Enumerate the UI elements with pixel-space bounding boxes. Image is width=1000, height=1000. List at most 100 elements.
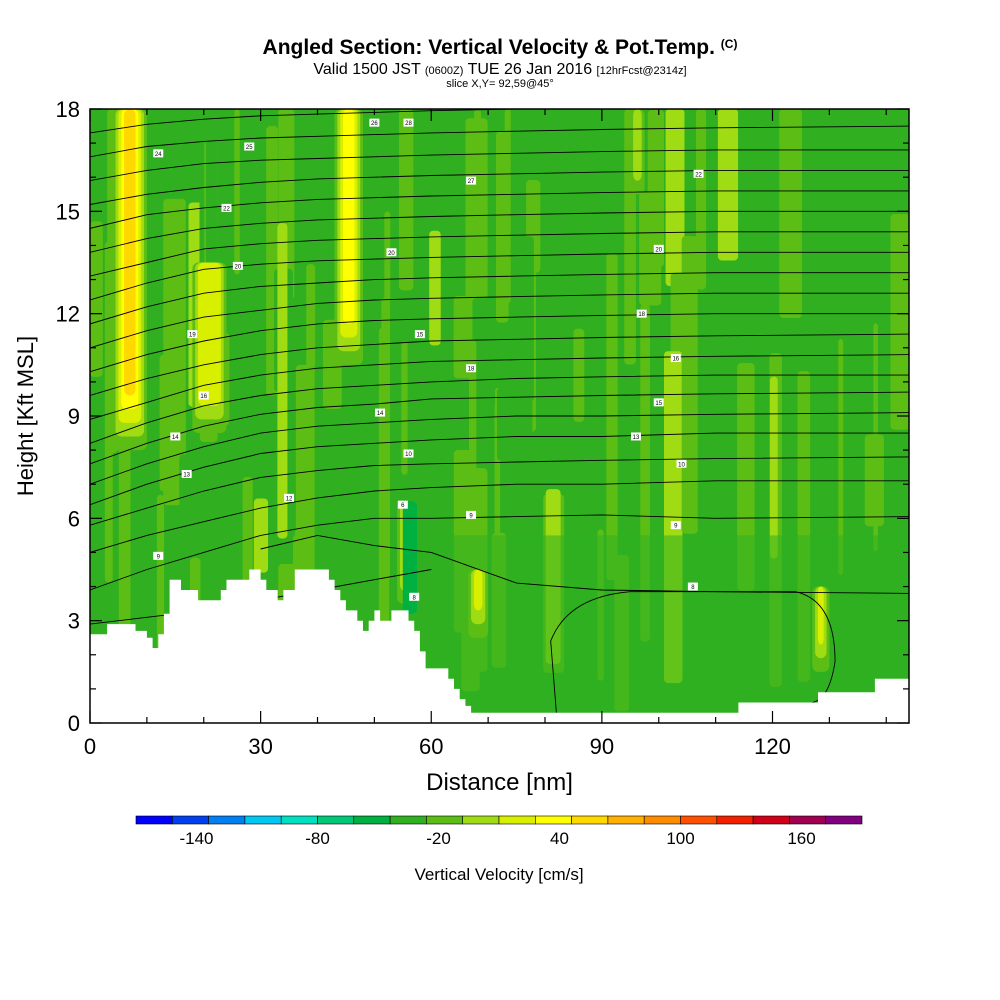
velocity-streak — [234, 109, 240, 275]
theta-contour — [90, 210, 909, 253]
colorbar-swatch — [280, 815, 318, 825]
x-axis-label: Distance [nm] — [426, 769, 573, 796]
velocity-streak — [779, 109, 802, 318]
velocity-field: 24 25 22 20 19 16 14 13 12 9 20 15 14 10 6 18 9 28 27 20 18 1… — [90, 109, 909, 723]
theta-contour — [90, 125, 909, 158]
colorbar-label: Vertical Velocity [cm/s] — [414, 865, 583, 884]
velocity-streak — [378, 327, 390, 647]
contour-label-bg — [653, 244, 664, 253]
colorbar-tick-label: -140 — [179, 829, 213, 848]
theta-contour — [90, 231, 909, 277]
contour-label-bg — [375, 408, 386, 417]
y-tick-label: 6 — [68, 506, 80, 531]
colorbar-swatch — [752, 815, 790, 825]
theta-contour — [90, 412, 909, 485]
chart-title-text: Angled Section: Vertical Velocity & Pot.… — [262, 36, 715, 59]
chart-title: Angled Section: Vertical Velocity & Pot.… — [0, 36, 1000, 60]
updraft-core — [124, 109, 136, 396]
terrain — [90, 569, 909, 723]
y-tick-label: 0 — [68, 711, 80, 736]
contour-label: 14 — [172, 435, 179, 441]
contour-label-bg — [676, 459, 687, 468]
contour-label: 16 — [672, 357, 679, 363]
y-tick-label: 3 — [68, 609, 80, 634]
colorbar-swatch — [353, 815, 391, 825]
utc-time: (0600Z) — [424, 65, 464, 77]
y-tick-label: 9 — [68, 404, 80, 429]
velocity-streak — [384, 211, 391, 303]
theta-contour — [90, 456, 909, 526]
x-tick-label: 30 — [248, 734, 272, 759]
theta-contour — [90, 374, 909, 444]
contour-label: 13 — [183, 472, 190, 478]
contour-label: 22 — [223, 206, 230, 212]
contour-label-bg — [221, 203, 232, 212]
velocity-streak — [179, 454, 193, 525]
downdraft-core — [192, 109, 221, 144]
contour-label-bg — [284, 493, 295, 502]
velocity-streak — [465, 118, 488, 300]
velocity-streak — [156, 494, 165, 653]
chart-title-tag: (C) — [720, 37, 738, 51]
theta-contour — [550, 591, 836, 713]
velocity-streak — [376, 147, 383, 281]
velocity-streak — [277, 223, 288, 539]
colorbar-swatch — [172, 815, 209, 825]
contour-label: 15 — [417, 333, 424, 339]
velocity-streak — [468, 339, 477, 493]
colorbar-swatch — [643, 815, 681, 825]
contour-label-bg — [403, 449, 414, 458]
contour-label: 16 — [200, 394, 207, 400]
contour-label-bg — [153, 149, 164, 158]
contour-label-bg — [369, 118, 380, 127]
chart-subtitle: Valid 1500 JST (0600Z) TUE 26 Jan 2016 [… — [0, 61, 1000, 79]
contour-label: 18 — [468, 367, 475, 373]
contour-label: 26 — [371, 121, 378, 127]
theta-contour — [90, 354, 909, 420]
theta-contour — [90, 480, 909, 553]
contour-label: 6 — [401, 503, 405, 509]
theta-contour — [90, 272, 909, 325]
contour-label-bg — [670, 354, 681, 363]
contour-label-bg — [181, 469, 192, 478]
velocity-streak — [573, 328, 585, 422]
contour-label: 9 — [674, 524, 678, 530]
colorbar-swatch — [389, 815, 427, 825]
contour-label-bg — [170, 432, 181, 441]
colorbar-swatch — [462, 815, 500, 825]
colorbar-swatch — [135, 815, 173, 825]
velocity-streak — [717, 109, 739, 261]
contour-label-bg — [631, 432, 641, 441]
forecast-info: [12hrFcst@2314z] — [596, 65, 687, 77]
velocity-streak — [472, 298, 495, 409]
velocity-streak — [737, 363, 755, 592]
contour-label-bg — [397, 500, 408, 509]
theta-contour — [90, 251, 909, 301]
contour-label-bg — [414, 330, 425, 339]
contour-label: 14 — [377, 411, 384, 417]
contour-label-bg — [403, 118, 414, 127]
contour-label: 15 — [655, 401, 662, 407]
contour-label: 28 — [405, 121, 412, 127]
velocity-streak — [90, 221, 103, 377]
velocity-streak — [769, 376, 778, 559]
colorbar-swatch — [534, 815, 572, 825]
velocity-streak — [606, 253, 618, 581]
colorbar-swatch — [317, 815, 355, 825]
theta-contour — [90, 149, 909, 182]
contour-label-bg — [409, 592, 420, 601]
velocity-streak — [429, 230, 441, 346]
downdraft-core — [402, 501, 418, 614]
velocity-streak — [838, 338, 844, 576]
colorbar-swatch — [789, 815, 827, 825]
colorbar-swatch — [571, 815, 609, 825]
velocity-streak — [496, 131, 509, 323]
x-tick-label: 120 — [754, 734, 791, 759]
contour-label-bg — [653, 398, 664, 407]
colorbar-tick-label: -80 — [305, 829, 330, 848]
slice-label: slice X,Y= 92,59@45° — [446, 78, 554, 90]
colorbar-tick-label: -20 — [426, 829, 451, 848]
velocity-streak — [513, 236, 534, 403]
velocity-streak — [306, 263, 316, 369]
contour-label: 8 — [691, 585, 695, 591]
